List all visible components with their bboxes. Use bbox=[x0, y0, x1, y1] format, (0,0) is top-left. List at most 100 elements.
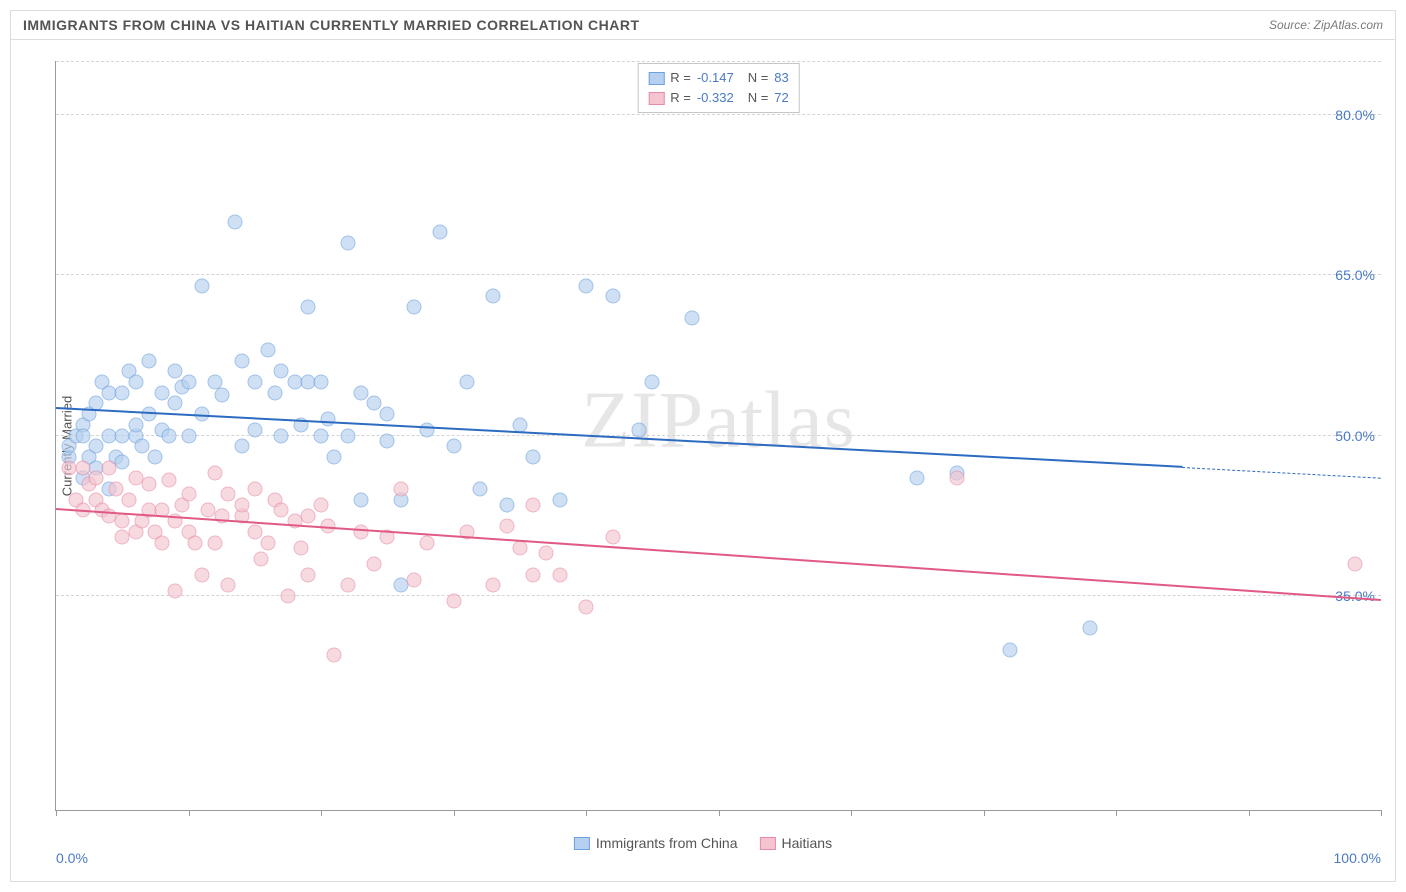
gridline bbox=[56, 274, 1381, 275]
y-tick-label: 50.0% bbox=[1335, 428, 1375, 444]
scatter-point bbox=[579, 278, 594, 293]
scatter-point bbox=[234, 439, 249, 454]
scatter-point bbox=[340, 428, 355, 443]
scatter-point bbox=[181, 428, 196, 443]
trend-line bbox=[56, 407, 1182, 468]
scatter-point bbox=[420, 423, 435, 438]
scatter-point bbox=[274, 503, 289, 518]
scatter-point bbox=[320, 412, 335, 427]
legend-swatch bbox=[574, 837, 590, 850]
scatter-point bbox=[155, 385, 170, 400]
scatter-point bbox=[910, 471, 925, 486]
plot-area: ZIPatlas R = -0.147 N = 83 R = -0.332 N … bbox=[55, 61, 1381, 811]
legend-swatch bbox=[648, 72, 664, 85]
n-value: 83 bbox=[774, 68, 788, 88]
legend-item: Haitians bbox=[760, 835, 833, 851]
x-tick-mark bbox=[1381, 810, 1382, 816]
scatter-point bbox=[181, 487, 196, 502]
scatter-point bbox=[168, 364, 183, 379]
scatter-point bbox=[128, 417, 143, 432]
stat-label: R = bbox=[670, 68, 691, 88]
x-tick-mark bbox=[1116, 810, 1117, 816]
scatter-point bbox=[406, 572, 421, 587]
scatter-point bbox=[632, 423, 647, 438]
scatter-point bbox=[300, 567, 315, 582]
chart-title: IMMIGRANTS FROM CHINA VS HAITIAN CURRENT… bbox=[23, 17, 640, 33]
title-bar: IMMIGRANTS FROM CHINA VS HAITIAN CURRENT… bbox=[11, 11, 1395, 40]
scatter-point bbox=[274, 428, 289, 443]
scatter-point bbox=[115, 385, 130, 400]
scatter-point bbox=[499, 498, 514, 513]
scatter-point bbox=[234, 498, 249, 513]
scatter-point bbox=[280, 589, 295, 604]
scatter-point bbox=[267, 385, 282, 400]
scatter-point bbox=[115, 455, 130, 470]
scatter-point bbox=[367, 556, 382, 571]
scatter-point bbox=[221, 487, 236, 502]
scatter-point bbox=[552, 492, 567, 507]
scatter-point bbox=[512, 540, 527, 555]
scatter-point bbox=[300, 300, 315, 315]
scatter-point bbox=[353, 524, 368, 539]
scatter-point bbox=[188, 535, 203, 550]
scatter-point bbox=[605, 530, 620, 545]
scatter-point bbox=[380, 407, 395, 422]
gridline bbox=[56, 61, 1381, 62]
scatter-point bbox=[247, 423, 262, 438]
scatter-point bbox=[108, 482, 123, 497]
scatter-point bbox=[128, 375, 143, 390]
y-tick-label: 80.0% bbox=[1335, 107, 1375, 123]
scatter-point bbox=[234, 353, 249, 368]
scatter-point bbox=[1347, 556, 1362, 571]
scatter-point bbox=[459, 375, 474, 390]
scatter-point bbox=[148, 449, 163, 464]
scatter-point bbox=[261, 535, 276, 550]
scatter-point bbox=[168, 583, 183, 598]
x-tick-mark bbox=[984, 810, 985, 816]
scatter-point bbox=[446, 439, 461, 454]
x-tick-label: 100.0% bbox=[1334, 850, 1381, 866]
scatter-point bbox=[1082, 621, 1097, 636]
scatter-point bbox=[406, 300, 421, 315]
scatter-point bbox=[367, 396, 382, 411]
scatter-point bbox=[526, 567, 541, 582]
scatter-point bbox=[194, 278, 209, 293]
legend-label: Immigrants from China bbox=[596, 835, 738, 851]
scatter-point bbox=[88, 471, 103, 486]
scatter-point bbox=[208, 535, 223, 550]
scatter-point bbox=[526, 449, 541, 464]
scatter-point bbox=[247, 482, 262, 497]
scatter-point bbox=[261, 342, 276, 357]
stats-legend-row: R = -0.147 N = 83 bbox=[648, 68, 789, 88]
legend-item: Immigrants from China bbox=[574, 835, 738, 851]
scatter-point bbox=[115, 514, 130, 529]
scatter-point bbox=[227, 214, 242, 229]
x-tick-mark bbox=[321, 810, 322, 816]
y-tick-label: 65.0% bbox=[1335, 267, 1375, 283]
scatter-point bbox=[247, 375, 262, 390]
scatter-point bbox=[433, 225, 448, 240]
x-tick-mark bbox=[454, 810, 455, 816]
scatter-point bbox=[168, 396, 183, 411]
scatter-point bbox=[314, 428, 329, 443]
scatter-point bbox=[194, 567, 209, 582]
scatter-point bbox=[181, 375, 196, 390]
scatter-point bbox=[314, 375, 329, 390]
scatter-point bbox=[314, 498, 329, 513]
scatter-point bbox=[221, 578, 236, 593]
x-tick-mark bbox=[1249, 810, 1250, 816]
scatter-point bbox=[685, 310, 700, 325]
scatter-point bbox=[526, 498, 541, 513]
stats-legend-row: R = -0.332 N = 72 bbox=[648, 88, 789, 108]
scatter-point bbox=[486, 578, 501, 593]
legend-swatch bbox=[648, 92, 664, 105]
gridline bbox=[56, 114, 1381, 115]
x-tick-mark bbox=[719, 810, 720, 816]
watermark: ZIPatlas bbox=[581, 375, 856, 466]
stat-label: N = bbox=[748, 88, 769, 108]
scatter-point bbox=[102, 460, 117, 475]
x-tick-mark bbox=[189, 810, 190, 816]
scatter-point bbox=[579, 599, 594, 614]
scatter-point bbox=[446, 594, 461, 609]
scatter-point bbox=[141, 353, 156, 368]
